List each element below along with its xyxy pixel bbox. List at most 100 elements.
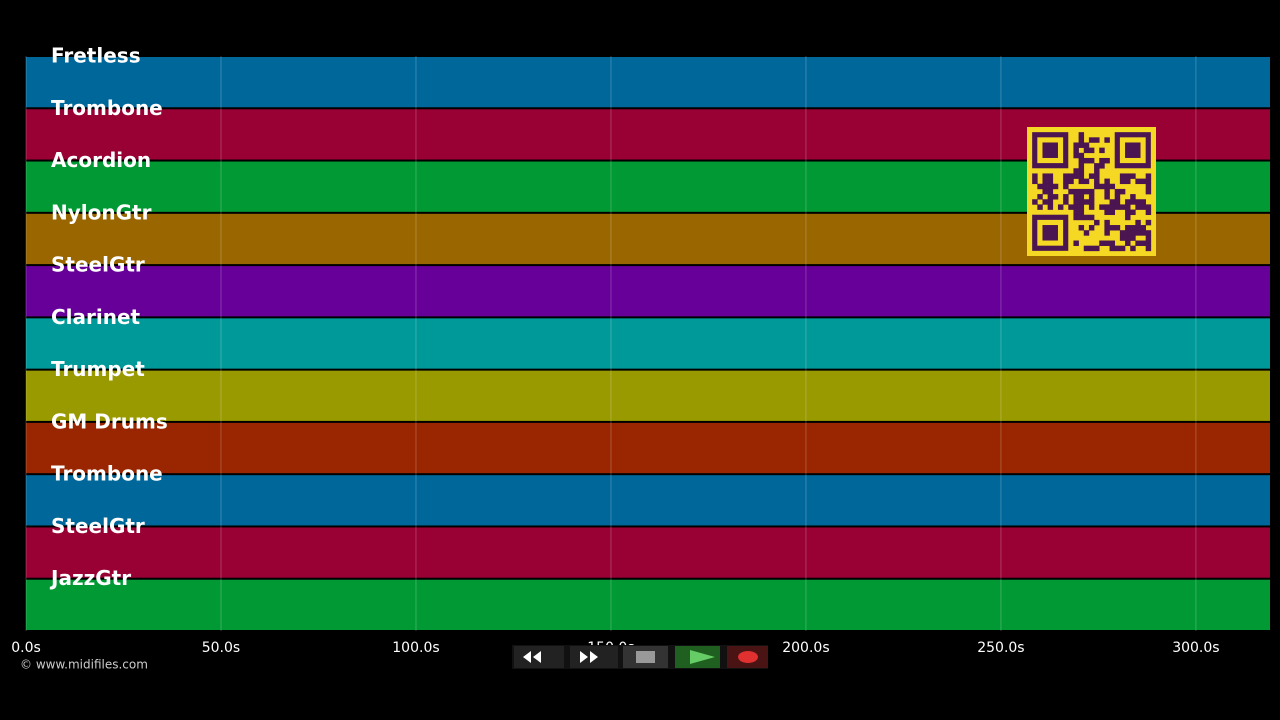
qr-module [1119, 204, 1126, 210]
x-tick-label: 300.0s [1172, 640, 1219, 656]
qr-module [1042, 183, 1048, 190]
qr-module [1109, 204, 1116, 210]
qr-module [1073, 194, 1079, 200]
qr-module [1068, 173, 1074, 179]
qr-module [1140, 225, 1146, 231]
qr-module [1145, 245, 1152, 252]
track-name: Trombone [51, 462, 163, 486]
x-tick-label: 50.0s [202, 640, 240, 656]
qr-module [1088, 204, 1095, 210]
qr-module [1109, 245, 1116, 252]
qr-module [1078, 132, 1085, 138]
qr-module [1063, 173, 1069, 179]
qr-module [1042, 178, 1048, 185]
qr-module [1047, 173, 1054, 179]
qr-module [1104, 137, 1110, 143]
track-name: Trumpet [51, 357, 145, 381]
stop-icon [636, 651, 655, 663]
qr-module [1073, 152, 1079, 159]
x-tick-label: 100.0s [392, 640, 439, 656]
qr-module [1078, 163, 1085, 169]
qr-module [1088, 188, 1095, 195]
qr-module [1099, 183, 1105, 190]
qr-module [1119, 173, 1126, 179]
qr-module [1063, 178, 1069, 185]
qr-module [1099, 204, 1105, 210]
rewind-icon [523, 651, 541, 663]
qr-module [1125, 178, 1131, 185]
qr-module [1130, 225, 1136, 231]
track-band [26, 579, 1270, 630]
qr-module [1088, 199, 1095, 205]
qr-module [1063, 183, 1069, 190]
transport [512, 645, 768, 669]
qr-module [1083, 199, 1090, 205]
qr-module [1078, 157, 1085, 164]
qr-module [1078, 214, 1085, 221]
qr-module [1104, 209, 1110, 216]
qr-module [1042, 173, 1048, 179]
qr-module [1135, 240, 1141, 246]
qr-module [1099, 163, 1105, 169]
track-band [26, 370, 1270, 421]
qr-module [1140, 204, 1146, 210]
qr-module [1042, 188, 1048, 195]
qr-module [1104, 188, 1110, 195]
qr-module [1104, 240, 1110, 246]
track-name: SteelGtr [51, 253, 145, 277]
track-labels: Fretless Trombone Acordion NylonGtr SteelGtr… [49, 44, 168, 591]
qr-module [1125, 240, 1131, 246]
qr-module [1130, 230, 1136, 236]
qr-module [1052, 183, 1059, 190]
qr-module [1094, 183, 1100, 190]
qr-module [1078, 225, 1085, 231]
qr-module [1130, 173, 1136, 179]
record-button[interactable] [727, 646, 768, 668]
qr-module [1094, 173, 1100, 179]
qr-module [1088, 173, 1095, 179]
qr-module [1094, 137, 1100, 143]
qr-module [1119, 178, 1126, 185]
qr-module [1073, 199, 1079, 205]
track-name: NylonGtr [51, 200, 152, 224]
qr-module [1145, 183, 1152, 190]
rewind-button[interactable] [514, 646, 564, 668]
play-icon [690, 650, 715, 664]
qr-module [1135, 178, 1141, 185]
qr-module [1078, 173, 1085, 179]
track-name: SteelGtr [51, 514, 145, 538]
qr-module [1114, 204, 1121, 210]
qr-module [1037, 204, 1043, 210]
forward-button[interactable] [570, 646, 618, 668]
qr-module [1078, 209, 1085, 216]
qr-module [1104, 183, 1110, 190]
qr-module [1083, 147, 1090, 154]
qr-module [1125, 173, 1131, 179]
play-button[interactable] [675, 646, 720, 668]
qr-code [1027, 127, 1156, 256]
qr-module [1047, 183, 1054, 190]
qr-module [1047, 178, 1054, 185]
track-band [26, 318, 1270, 369]
qr-module [1104, 157, 1110, 164]
qr-module [1094, 219, 1100, 226]
qr-module [1145, 240, 1152, 246]
qr-module [1068, 188, 1074, 195]
qr-module [1125, 235, 1131, 241]
qr-module [1037, 194, 1043, 200]
qr-module [1109, 199, 1116, 205]
qr-module [1073, 188, 1079, 195]
qr-module [1083, 178, 1090, 185]
qr-module [1088, 137, 1095, 143]
qr-module [1119, 245, 1126, 252]
qr-module [1073, 142, 1079, 148]
track-band [26, 422, 1270, 474]
qr-module [1125, 199, 1131, 205]
qr-module [1140, 230, 1146, 236]
qr-module [1047, 199, 1054, 205]
stop-button[interactable] [623, 646, 668, 668]
qr-module [1083, 230, 1090, 236]
qr-module [1088, 214, 1095, 221]
